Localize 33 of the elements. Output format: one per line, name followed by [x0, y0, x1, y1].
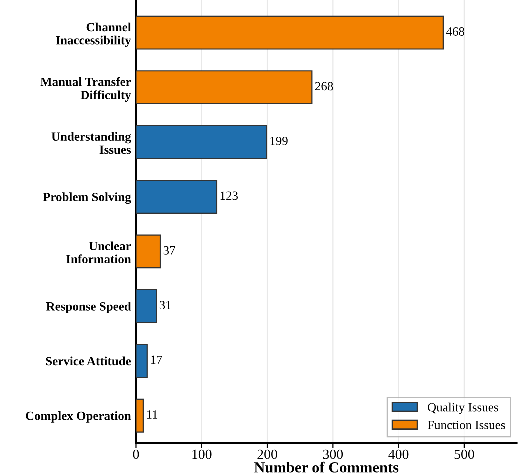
x-axis-title: Number of Comments [254, 462, 399, 473]
bar [136, 344, 148, 378]
bar [136, 16, 444, 50]
data-label: 31 [160, 301, 172, 310]
bar [136, 289, 158, 324]
legend-label: Function Issues [428, 421, 506, 430]
y-tick-label: Response Speed [46, 302, 132, 314]
y-tick-label: Manual Transfer Difficulty [40, 77, 132, 102]
y-tick-label: Unclear Information [66, 242, 132, 264]
data-label: 17 [151, 356, 162, 364]
data-label: 468 [446, 28, 464, 36]
bar [136, 70, 313, 105]
y-tick-label: Service Attitude [46, 356, 132, 366]
data-label: 11 [147, 410, 158, 419]
x-tick-label: 200 [258, 450, 278, 460]
y-tick-label: Complex Operation [26, 412, 132, 423]
bar [136, 234, 162, 269]
legend-label: Quality Issues [428, 402, 498, 414]
y-tick-label: Channel Inaccessibility [56, 22, 132, 48]
x-tick-label: 100 [192, 450, 212, 460]
data-label: 199 [270, 136, 288, 146]
y-tick-label: Problem Solving [43, 192, 132, 204]
data-label: 37 [164, 246, 176, 255]
x-tick-label: 400 [388, 450, 409, 460]
y-tick-label: Understanding Issues [52, 132, 132, 154]
x-tick-label: 0 [133, 450, 140, 460]
bar [136, 398, 144, 433]
bar [136, 125, 268, 160]
x-tick-label: 500 [454, 450, 474, 460]
data-label: 123 [220, 192, 238, 200]
data-label: 268 [315, 82, 334, 91]
x-tick-label: 300 [323, 450, 344, 460]
bar [136, 180, 218, 214]
